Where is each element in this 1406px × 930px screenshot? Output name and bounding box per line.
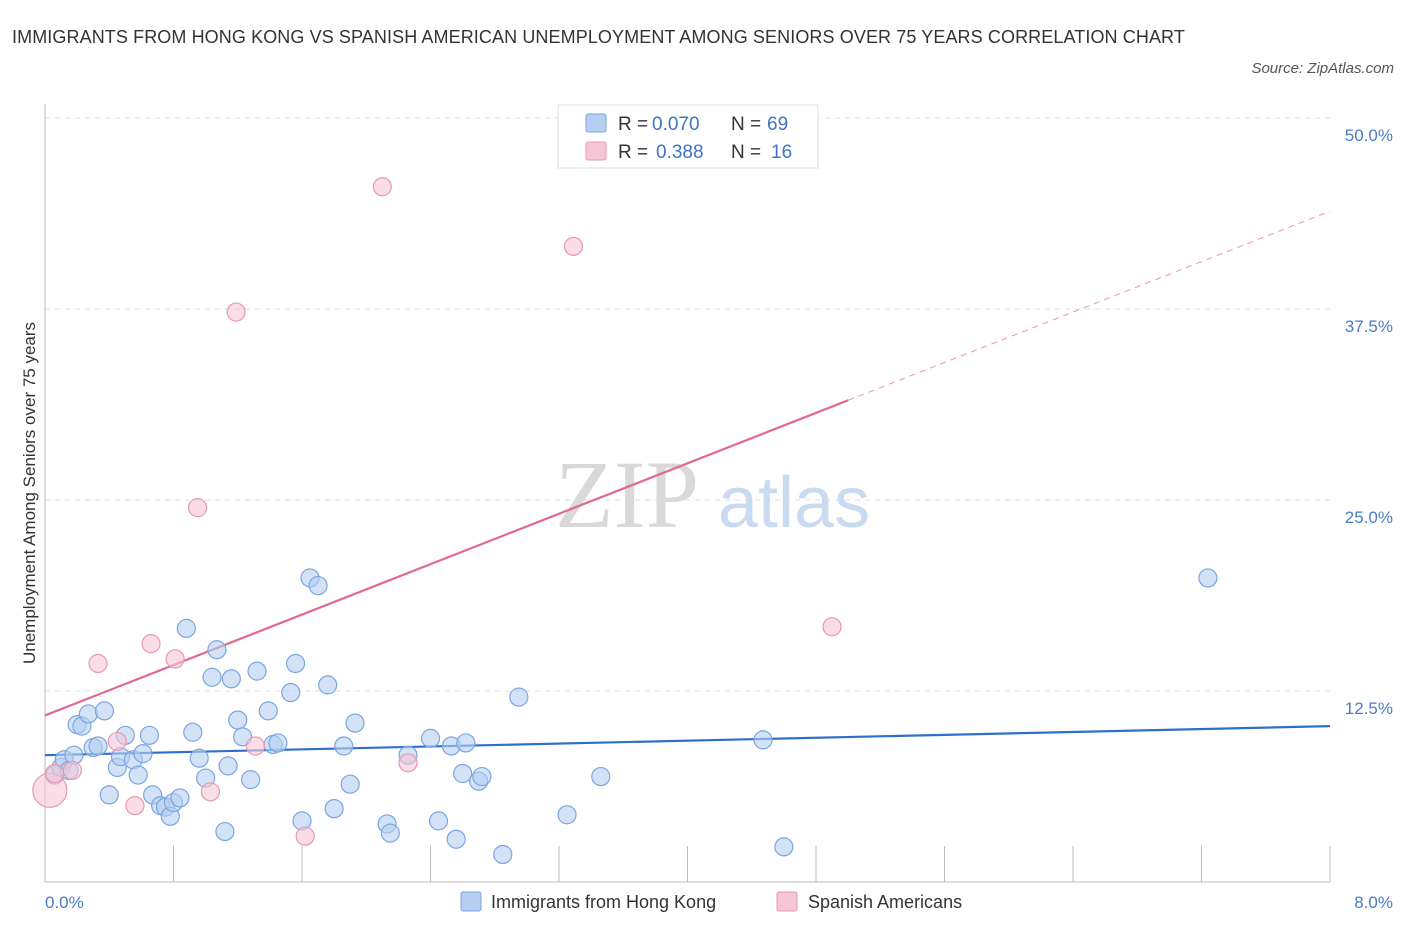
legend-swatch-hong-kong — [460, 891, 482, 912]
stats-r-label-spanish: R = — [618, 142, 648, 163]
data-points — [32, 177, 1218, 865]
point-hong-kong-58 — [453, 763, 473, 784]
stats-n-label-hong-kong: N = — [731, 114, 761, 135]
point-hong-kong-33 — [221, 669, 241, 689]
point-hong-kong-17 — [133, 744, 153, 764]
point-hong-kong-24 — [170, 788, 190, 808]
stats-legend: R = 0.070 N = 69 R = 0.388 N = 16 — [557, 104, 819, 169]
legend-label-spanish: Spanish Americans — [808, 892, 962, 912]
point-hong-kong-25 — [176, 618, 196, 638]
point-hong-kong-54 — [420, 728, 441, 748]
y-tick-label-0: 12.5% — [1345, 699, 1393, 718]
stats-n-value-spanish: 16 — [771, 142, 792, 163]
point-hong-kong-7 — [78, 704, 98, 724]
point-spanish-10 — [226, 302, 246, 322]
point-hong-kong-42 — [285, 653, 306, 674]
point-spanish-4 — [107, 731, 127, 752]
point-hong-kong-65 — [591, 766, 611, 787]
point-hong-kong-41 — [281, 682, 301, 703]
point-hong-kong-32 — [218, 756, 238, 776]
point-spanish-9 — [200, 782, 221, 802]
point-spanish-2 — [62, 760, 82, 781]
point-spanish-14 — [398, 753, 418, 773]
point-hong-kong-9 — [88, 736, 108, 756]
y-tick-labels: 12.5% 25.0% 37.5% 50.0% — [1345, 126, 1393, 718]
stats-n-label-spanish: N = — [731, 142, 761, 163]
point-hong-kong-49 — [340, 774, 360, 794]
point-spanish-5 — [125, 795, 145, 816]
y-tick-label-3: 50.0% — [1345, 126, 1393, 145]
point-spanish-7 — [165, 649, 185, 669]
point-hong-kong-18 — [139, 725, 160, 745]
watermark-zip: ZIP — [555, 441, 699, 548]
legend-label-hong-kong: Immigrants from Hong Kong — [491, 892, 716, 912]
point-hong-kong-48 — [334, 736, 354, 756]
point-hong-kong-27 — [189, 748, 209, 768]
point-spanish-12 — [295, 826, 315, 846]
point-hong-kong-63 — [509, 687, 529, 707]
y-tick-label-2: 37.5% — [1345, 317, 1393, 336]
point-hong-kong-59 — [456, 733, 476, 753]
grid-lines — [45, 117, 1330, 692]
watermark-atlas: atlas — [718, 463, 870, 543]
chart-title: IMMIGRANTS FROM HONG KONG VS SPANISH AME… — [12, 27, 1185, 47]
point-spanish-16 — [822, 617, 842, 637]
point-hong-kong-38 — [258, 701, 278, 721]
stats-n-value-hong-kong: 69 — [767, 114, 788, 135]
point-hong-kong-47 — [324, 799, 344, 819]
point-hong-kong-50 — [345, 713, 365, 733]
point-hong-kong-61 — [472, 766, 492, 787]
stats-swatch-hong-kong — [585, 113, 607, 133]
point-spanish-3 — [88, 653, 108, 674]
point-hong-kong-67 — [774, 837, 794, 857]
axes — [44, 104, 1331, 883]
point-hong-kong-34 — [228, 710, 248, 730]
point-spanish-11 — [245, 736, 266, 756]
point-hong-kong-68 — [1198, 568, 1218, 588]
series-legend: Immigrants from Hong Kong Spanish Americ… — [460, 891, 962, 912]
point-hong-kong-46 — [318, 675, 338, 695]
legend-swatch-spanish — [776, 891, 798, 912]
x-tick-label-max: 8.0% — [1354, 893, 1393, 912]
point-hong-kong-62 — [493, 844, 513, 865]
point-hong-kong-40 — [268, 733, 288, 753]
point-hong-kong-11 — [99, 785, 119, 805]
y-tick-label-1: 25.0% — [1345, 508, 1393, 527]
point-hong-kong-31 — [215, 821, 235, 842]
stats-swatch-spanish — [585, 141, 607, 161]
point-hong-kong-37 — [247, 661, 267, 681]
point-hong-kong-57 — [446, 829, 466, 849]
point-hong-kong-29 — [202, 667, 222, 687]
point-spanish-15 — [563, 236, 584, 256]
point-hong-kong-36 — [241, 770, 261, 790]
point-hong-kong-30 — [207, 640, 227, 660]
point-hong-kong-16 — [128, 765, 148, 785]
point-spanish-1 — [45, 763, 65, 784]
x-tick-label-min: 0.0% — [45, 893, 84, 912]
point-hong-kong-66 — [753, 730, 773, 750]
trend-line-dashed-1 — [847, 210, 1331, 401]
point-spanish-6 — [141, 634, 161, 654]
trend-line-1 — [44, 399, 849, 717]
point-hong-kong-26 — [183, 722, 203, 742]
point-spanish-8 — [187, 498, 208, 518]
stats-r-value-hong-kong: 0.070 — [652, 114, 700, 135]
point-hong-kong-52 — [380, 823, 400, 843]
point-hong-kong-55 — [428, 811, 449, 831]
stats-r-label-hong-kong: R = — [618, 114, 648, 135]
chart-source: Source: ZipAtlas.com — [1251, 60, 1394, 77]
point-hong-kong-64 — [557, 805, 577, 825]
point-hong-kong-10 — [94, 701, 115, 721]
point-hong-kong-45 — [308, 575, 328, 596]
stats-r-value-spanish: 0.388 — [656, 142, 704, 163]
point-spanish-13 — [372, 177, 392, 197]
